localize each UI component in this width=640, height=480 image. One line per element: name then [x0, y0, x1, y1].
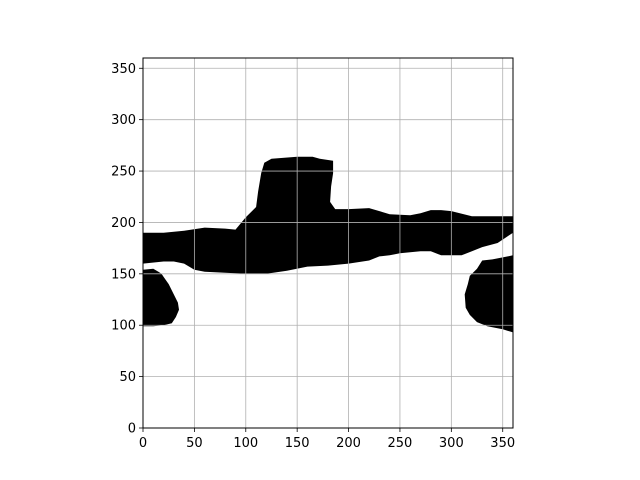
x-axis: 0 50 100 150 200 250 300 350: [139, 428, 515, 451]
x-tick-label: 300: [439, 436, 464, 451]
y-tick-label: 200: [111, 216, 136, 231]
x-tick-label: 350: [490, 436, 515, 451]
x-tick-label: 200: [336, 436, 361, 451]
x-tick-label: 150: [285, 436, 310, 451]
grid-layer: [142, 58, 513, 429]
y-axis: 0 50 100 150 200 250 300 350: [111, 62, 143, 437]
x-tick-label: 100: [233, 436, 258, 451]
y-tick-label: 0: [128, 422, 136, 437]
y-tick-label: 300: [111, 113, 136, 128]
y-tick-label: 50: [119, 370, 136, 385]
y-tick-label: 350: [111, 62, 136, 77]
filled-region-main-band: [143, 156, 513, 274]
x-tick-label: 250: [388, 436, 413, 451]
x-tick-label: 0: [139, 436, 147, 451]
filled-region-left-blob: [143, 268, 179, 327]
filled-regions-layer: [143, 156, 513, 333]
y-tick-label: 150: [111, 267, 136, 282]
x-tick-label: 50: [186, 436, 203, 451]
plot-frame: [142, 57, 514, 429]
filled-region-right-blob: [464, 255, 513, 333]
y-tick-label: 100: [111, 319, 136, 334]
y-tick-label: 250: [111, 165, 136, 180]
